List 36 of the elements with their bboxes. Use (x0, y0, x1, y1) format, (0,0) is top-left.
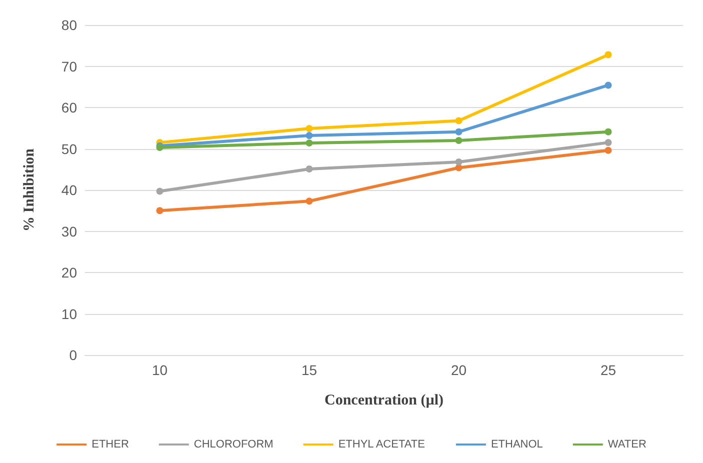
y-tick-label: 40 (61, 182, 78, 198)
y-tick-label: 30 (61, 223, 78, 240)
point (455, 128, 462, 136)
point (455, 117, 462, 124)
point (306, 125, 313, 132)
y-axis-title: % Inhibition (22, 148, 38, 232)
x-axis-title: Concentration (µl) (324, 392, 444, 408)
y-tick-label: 10 (61, 306, 78, 322)
point (604, 139, 612, 146)
point (306, 165, 313, 172)
x-tick-label: 20 (450, 362, 467, 378)
legend-label: WATER (608, 438, 646, 450)
legend-label: CHLOROFORM (194, 438, 274, 450)
x-tick-label: 25 (600, 362, 616, 378)
point (455, 137, 462, 144)
point (604, 51, 612, 58)
legend-label: ETHYL ACETATE (338, 438, 425, 450)
y-tick-label: 70 (61, 58, 78, 74)
point (156, 188, 164, 195)
point (604, 82, 612, 89)
point (604, 146, 612, 154)
point (306, 198, 313, 205)
point (306, 139, 313, 146)
y-tick-label: 0 (69, 347, 78, 363)
y-tick-label: 20 (61, 264, 78, 280)
point (604, 128, 612, 136)
y-tick-label: 60 (61, 100, 78, 116)
x-tick-label: 15 (301, 362, 318, 378)
y-tick-label: 50 (61, 140, 78, 157)
point (455, 158, 462, 166)
legend-label: ETHER (92, 438, 129, 450)
legend-label: ETHANOL (490, 438, 543, 450)
point (306, 132, 313, 140)
point (156, 207, 164, 214)
x-tick-label: 10 (152, 362, 168, 378)
y-tick-label: 80 (61, 17, 78, 33)
